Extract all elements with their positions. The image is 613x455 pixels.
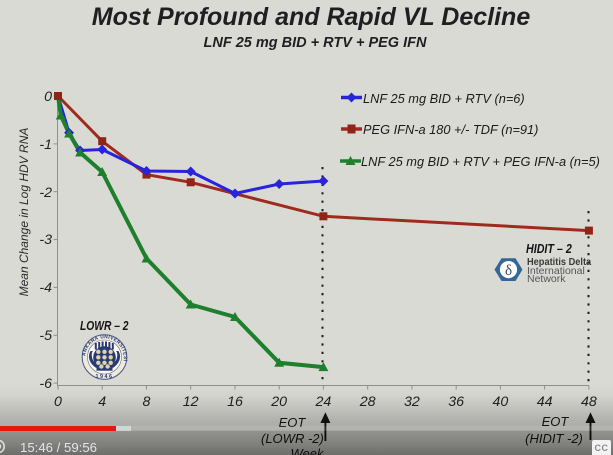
- svg-text:1946: 1946: [96, 374, 114, 380]
- svg-text:δ: δ: [505, 263, 512, 279]
